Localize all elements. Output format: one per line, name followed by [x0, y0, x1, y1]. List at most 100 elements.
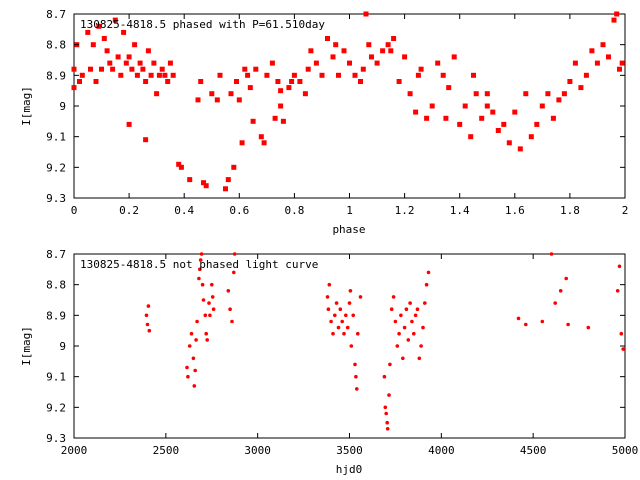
data-point	[192, 384, 197, 388]
data-point	[408, 301, 412, 305]
data-point	[140, 66, 146, 72]
y-tick-label: 9.2	[46, 161, 66, 174]
data-point	[539, 103, 545, 109]
data-point	[242, 66, 248, 72]
data-point	[606, 54, 611, 60]
x-axis-label: phase	[332, 223, 365, 236]
data-point	[90, 42, 96, 48]
data-point	[147, 328, 152, 333]
data-point	[440, 72, 446, 78]
data-point	[333, 42, 339, 48]
data-point	[121, 29, 127, 35]
data-point	[228, 91, 234, 97]
data-point	[258, 134, 264, 140]
data-point	[118, 72, 124, 78]
data-point	[305, 66, 311, 72]
data-point	[200, 282, 205, 287]
data-point	[167, 60, 173, 66]
data-point	[351, 313, 356, 318]
data-point	[154, 91, 160, 97]
data-point	[391, 295, 396, 299]
y-axis-label: I[mag]	[20, 326, 33, 366]
data-point	[250, 118, 256, 124]
chart-title: 130825-4818.5 not phased light curve	[80, 258, 318, 271]
data-point	[561, 91, 567, 97]
data-point	[389, 307, 394, 312]
data-point	[210, 282, 214, 287]
data-point	[524, 322, 528, 327]
data-point	[419, 344, 423, 348]
data-point	[208, 313, 212, 318]
data-point	[347, 60, 352, 66]
data-point	[347, 301, 352, 305]
data-point	[313, 60, 319, 66]
data-point	[308, 48, 314, 54]
data-point	[534, 121, 540, 127]
data-point	[278, 103, 284, 109]
x-tick-label: 1.8	[560, 204, 580, 217]
data-point	[115, 54, 121, 60]
data-point	[204, 331, 208, 336]
data-point	[383, 405, 388, 410]
data-point	[146, 304, 151, 308]
data-point	[191, 356, 196, 361]
data-point	[336, 325, 341, 330]
data-point	[354, 374, 358, 379]
x-tick-label: 4000	[428, 444, 455, 457]
data-point	[247, 85, 253, 91]
data-point	[412, 331, 416, 336]
data-point	[356, 331, 360, 336]
x-tick-label: 2	[622, 204, 629, 217]
data-point	[159, 66, 165, 72]
data-point	[490, 109, 496, 115]
data-point	[325, 295, 330, 299]
y-tick-label: 8.9	[46, 309, 66, 322]
data-point	[553, 301, 557, 305]
data-point	[126, 121, 132, 127]
data-point	[198, 258, 203, 262]
data-point	[107, 60, 113, 66]
data-point	[223, 186, 228, 192]
data-point	[617, 66, 622, 72]
x-tick-label: 0.2	[119, 204, 139, 217]
data-points	[144, 252, 625, 431]
data-point	[199, 252, 204, 256]
data-point	[549, 252, 554, 256]
data-point	[207, 301, 211, 305]
data-point	[395, 344, 400, 348]
y-tick-label: 8.8	[46, 279, 66, 292]
data-point	[195, 319, 199, 324]
y-tick-label: 8.7	[46, 8, 66, 21]
data-point	[228, 307, 232, 312]
data-point	[88, 66, 93, 72]
data-point	[71, 85, 77, 91]
data-point	[201, 180, 206, 186]
y-tick-label: 9.3	[46, 432, 66, 445]
data-point	[363, 11, 369, 17]
data-point	[205, 338, 209, 342]
data-point	[245, 72, 251, 78]
data-point	[185, 365, 189, 370]
data-point	[280, 118, 286, 124]
data-point	[79, 72, 85, 78]
data-point	[286, 85, 292, 91]
data-point	[558, 289, 563, 293]
data-point	[410, 319, 414, 324]
data-point	[345, 325, 350, 330]
data-point	[589, 48, 595, 54]
data-point	[331, 331, 335, 336]
data-point	[382, 374, 387, 379]
y-tick-label: 9	[59, 100, 66, 113]
data-point	[156, 72, 162, 78]
data-point	[424, 282, 429, 287]
data-point	[348, 289, 353, 293]
data-point	[151, 60, 157, 66]
data-point	[443, 115, 449, 121]
data-point	[399, 313, 403, 318]
data-point	[468, 134, 474, 140]
data-point	[406, 338, 411, 342]
data-point	[391, 36, 397, 41]
data-point	[415, 72, 421, 78]
y-tick-label: 9	[59, 340, 66, 353]
data-point	[319, 72, 325, 78]
